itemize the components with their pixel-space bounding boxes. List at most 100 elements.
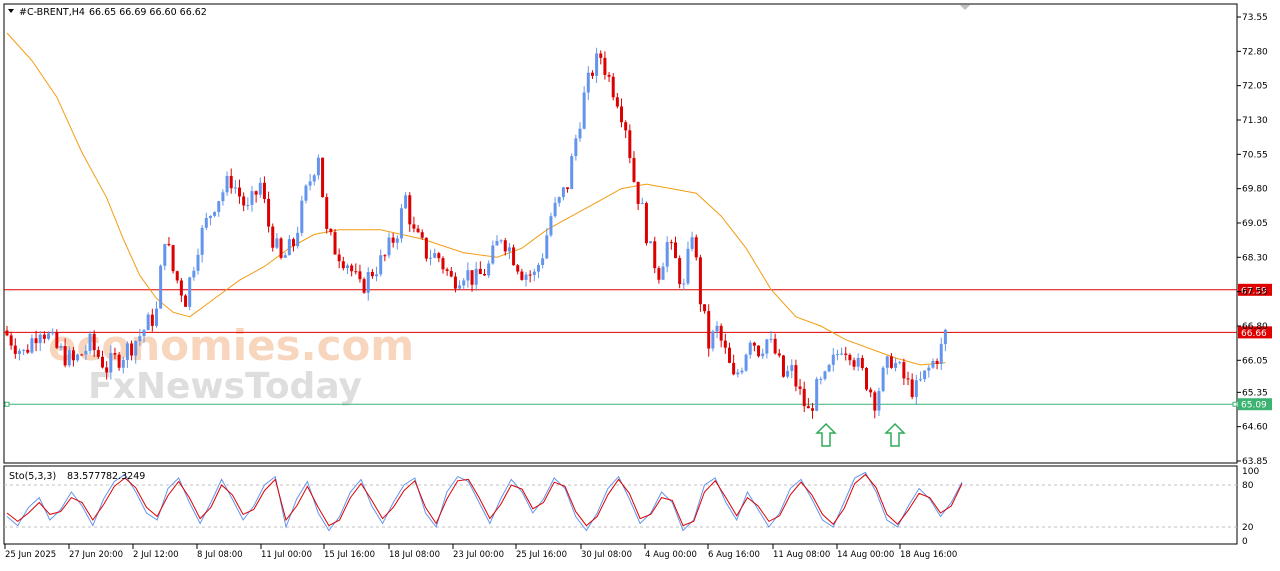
candle-body bbox=[640, 203, 644, 205]
candle-body bbox=[404, 195, 408, 209]
candle-body bbox=[632, 157, 636, 182]
candle-body bbox=[300, 200, 304, 233]
candle-body bbox=[134, 341, 138, 356]
y-axis-tick-label: 66.80 bbox=[1242, 322, 1268, 332]
pane-corner-icon bbox=[960, 5, 970, 10]
watermark-fxnewstoday: FxNewsToday bbox=[88, 366, 362, 407]
candle-body bbox=[578, 128, 582, 139]
candle-body bbox=[690, 237, 694, 249]
candle-body bbox=[582, 92, 586, 129]
candle-body bbox=[727, 347, 731, 363]
candle-body bbox=[765, 339, 769, 354]
candle-body bbox=[59, 346, 63, 348]
candle-body bbox=[22, 349, 26, 351]
y-axis-tick-label: 67.55 bbox=[1242, 288, 1268, 298]
stochastic-signal-value: 82.3249 bbox=[106, 471, 145, 482]
candle-body bbox=[437, 253, 441, 259]
x-axis-tick-label: 15 Jul 16:00 bbox=[324, 550, 375, 560]
candle-body bbox=[333, 232, 337, 255]
candle-body bbox=[885, 356, 889, 368]
candle-body bbox=[757, 345, 761, 357]
level-price-label: 66.66 bbox=[1241, 329, 1267, 339]
candle-body bbox=[553, 202, 557, 217]
candle-body bbox=[304, 185, 308, 201]
candle-body bbox=[561, 187, 565, 198]
y-axis-tick-label: 63.85 bbox=[1242, 457, 1268, 467]
candle-body bbox=[429, 257, 433, 259]
candle-body bbox=[329, 228, 333, 233]
candle-body bbox=[777, 353, 781, 356]
x-axis-tick-label: 2 Jul 12:00 bbox=[133, 550, 179, 560]
candle-body bbox=[910, 379, 914, 397]
candle-body bbox=[412, 224, 416, 229]
candle-body bbox=[242, 196, 246, 206]
candle-body bbox=[636, 181, 640, 204]
candle-body bbox=[495, 240, 499, 246]
candle-body bbox=[653, 241, 657, 269]
candle-body bbox=[441, 258, 445, 270]
candle-body bbox=[865, 367, 868, 390]
candle-body bbox=[852, 360, 856, 367]
level-price-label: 67.59 bbox=[1241, 286, 1267, 296]
candle-body bbox=[262, 182, 266, 199]
candle-body bbox=[827, 364, 831, 372]
candle-body bbox=[84, 350, 88, 355]
candle-body bbox=[761, 353, 765, 357]
candle-body bbox=[711, 331, 715, 349]
candle-body bbox=[283, 255, 287, 258]
candle-body bbox=[26, 349, 30, 353]
candle-body bbox=[71, 350, 75, 361]
stochastic-main-line[interactable] bbox=[6, 471, 963, 532]
candle-body bbox=[67, 350, 71, 366]
candle-body bbox=[686, 248, 690, 284]
candle-body bbox=[296, 232, 300, 247]
candle-body bbox=[736, 372, 740, 375]
candle-body bbox=[835, 354, 839, 356]
candle-body bbox=[694, 237, 698, 258]
triangle-down-icon[interactable] bbox=[8, 9, 14, 13]
candle-body bbox=[163, 243, 167, 266]
y-axis-tick-label: 69.05 bbox=[1242, 219, 1268, 229]
x-axis-tick-label: 30 Jul 08:00 bbox=[581, 550, 632, 560]
candle-body bbox=[657, 268, 661, 280]
candle-body bbox=[665, 242, 669, 267]
stochastic-signal-line[interactable] bbox=[6, 473, 963, 527]
candle-body bbox=[831, 354, 835, 365]
moving-average-line[interactable] bbox=[6, 32, 946, 366]
stochastic-y-tick-label: 20 bbox=[1242, 523, 1254, 533]
stochastic-label: Sto(5,3,3) bbox=[9, 471, 56, 482]
candle-body bbox=[674, 242, 677, 259]
x-axis-tick-label: 18 Aug 16:00 bbox=[900, 550, 957, 560]
candle-body bbox=[620, 106, 624, 123]
level-handle[interactable] bbox=[4, 401, 10, 407]
candle-body bbox=[275, 238, 279, 248]
candle-body bbox=[935, 360, 939, 364]
symbol-label: #C-BRENT,H4 bbox=[19, 7, 85, 18]
candle-body bbox=[599, 53, 603, 58]
candle-body bbox=[225, 175, 229, 193]
candle-body bbox=[914, 380, 918, 397]
candle-body bbox=[840, 353, 844, 355]
candle-body bbox=[80, 354, 84, 356]
candle-body bbox=[387, 237, 391, 256]
candle-body bbox=[5, 330, 9, 336]
candle-body bbox=[703, 304, 707, 312]
candle-body bbox=[781, 355, 785, 377]
y-axis-tick-label: 71.30 bbox=[1242, 116, 1268, 126]
candle-body bbox=[408, 195, 412, 225]
candle-body bbox=[287, 239, 291, 256]
candle-body bbox=[267, 198, 271, 227]
candle-body bbox=[142, 330, 146, 337]
y-axis-tick-label: 65.35 bbox=[1242, 388, 1268, 398]
candle-body bbox=[375, 274, 379, 277]
candle-body bbox=[92, 333, 96, 351]
candle-body bbox=[881, 367, 885, 392]
x-axis-tick-label: 14 Aug 00:00 bbox=[837, 550, 894, 560]
candle-body bbox=[524, 274, 528, 280]
candle-body bbox=[233, 187, 237, 189]
candle-body bbox=[740, 370, 744, 373]
level-handle[interactable] bbox=[1232, 401, 1238, 407]
x-axis-tick-label: 27 Jun 20:00 bbox=[69, 550, 123, 560]
candle-body bbox=[532, 271, 536, 276]
